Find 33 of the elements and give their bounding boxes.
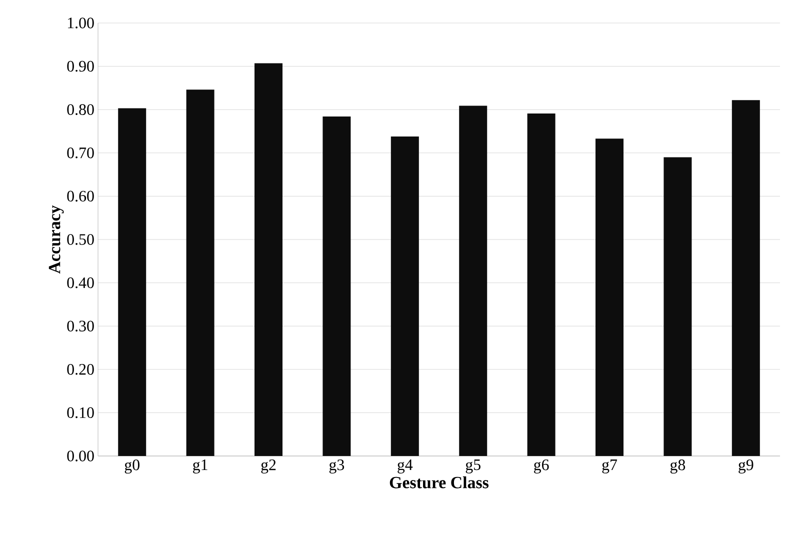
bar	[459, 106, 488, 456]
x-tick-label: g1	[193, 460, 208, 474]
bar	[527, 113, 556, 456]
x-tick-label: g7	[602, 460, 618, 474]
y-tick-label: 0.10	[67, 407, 94, 418]
y-tick-label: 0.60	[67, 190, 94, 202]
bar	[186, 90, 214, 456]
bar	[664, 157, 692, 456]
y-tick-label: 1.00	[68, 18, 94, 28]
x-tick-label: g9	[738, 460, 754, 474]
x-tick-label: g4	[398, 460, 413, 474]
y-tick-label: 0.90	[67, 60, 94, 72]
y-tick-label: 0.30	[67, 320, 94, 332]
y-tick-label: 0.40	[67, 277, 94, 288]
bar	[322, 116, 351, 456]
x-tick-label: g3	[329, 460, 344, 474]
y-tick-label: 0.70	[67, 147, 94, 158]
x-tick-label: g5	[466, 460, 480, 474]
y-tick-label: 0.50	[67, 234, 94, 245]
y-tick-label: 0.80	[67, 104, 94, 115]
x-tick-label: g0	[124, 460, 140, 474]
bar	[254, 63, 283, 456]
y-tick-label: 0.00	[67, 450, 94, 462]
bar	[732, 100, 760, 456]
x-tick-label: g2	[261, 460, 276, 474]
x-tick-label: g6	[534, 460, 549, 474]
x-axis-title: Gesture Class	[390, 476, 489, 488]
bar	[596, 138, 624, 456]
bar	[118, 108, 146, 456]
y-axis-title: Accuracy	[48, 205, 64, 274]
bar	[390, 136, 419, 456]
y-tick-label: 0.20	[67, 364, 94, 375]
x-tick-label: g8	[670, 460, 686, 474]
